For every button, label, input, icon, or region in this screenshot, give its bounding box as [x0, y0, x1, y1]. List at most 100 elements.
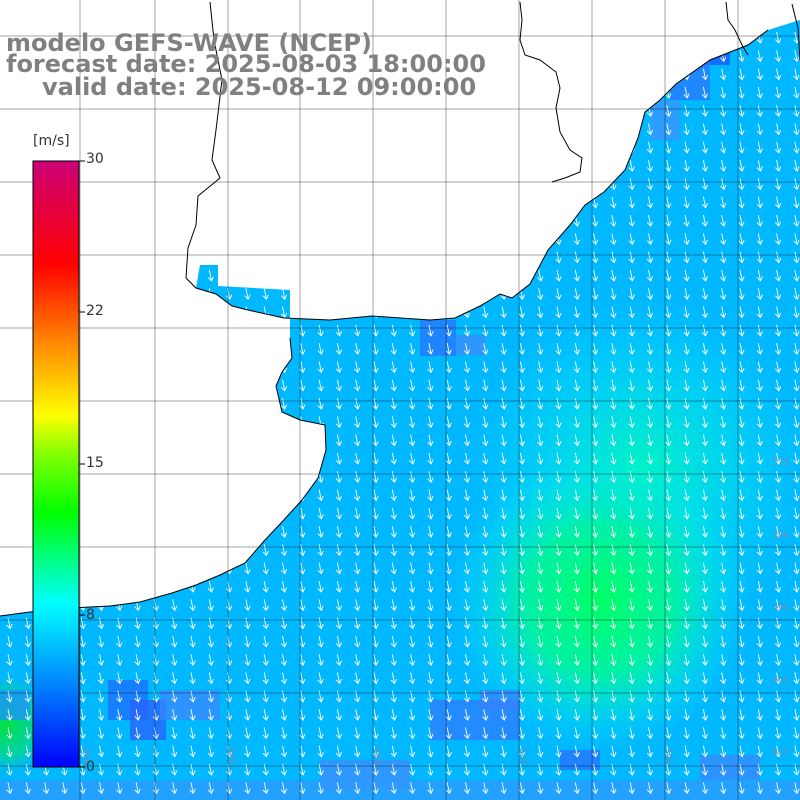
wind-arrow [24, 690, 31, 703]
wind-arrow [116, 489, 123, 502]
wind-arrow [610, 50, 617, 63]
wind-arrow [518, 379, 526, 392]
wind-arrow [372, 160, 379, 172]
wind-arrow [482, 105, 489, 117]
wind-arrow [793, 361, 800, 374]
wind-arrow [262, 178, 269, 191]
wind-arrow [207, 489, 214, 502]
wind-arrow [171, 599, 178, 612]
wind-arrow [537, 654, 544, 666]
wind-arrow [189, 416, 196, 429]
wind-arrow [408, 507, 416, 520]
wind-arrow [573, 599, 580, 612]
wind-arrow [646, 379, 654, 392]
wind-arrow [6, 416, 13, 429]
wind-arrow [463, 31, 471, 44]
wind-arrow [701, 361, 709, 374]
wind-arrow [317, 397, 324, 410]
wind-arrow [24, 306, 31, 319]
wind-arrow [79, 105, 86, 117]
wind-arrow [610, 599, 617, 612]
wind-arrow [280, 452, 288, 465]
wind-arrow [646, 526, 654, 538]
wind-arrow [482, 727, 489, 740]
wind-arrow [390, 782, 397, 795]
wind-arrow [628, 745, 635, 758]
wind-arrow [427, 617, 434, 630]
wind-arrow [171, 434, 178, 447]
wind-arrow [116, 562, 123, 575]
wind-arrow [134, 452, 141, 465]
wind-arrow [225, 544, 233, 557]
wind-arrow [720, 86, 727, 99]
wind-arrow [445, 269, 452, 282]
wind-arrow [683, 160, 690, 172]
wind-arrow [390, 617, 397, 630]
wind-arrow [665, 178, 672, 191]
wind-arrow [427, 123, 434, 136]
wind-arrow [79, 654, 86, 666]
wind-arrow [555, 709, 562, 721]
wind-arrow [555, 50, 562, 63]
wind-arrow [665, 489, 672, 502]
wind-arrow [354, 617, 361, 630]
wind-arrow [372, 434, 379, 447]
wind-arrow [573, 123, 580, 136]
wind-arrow [646, 123, 654, 136]
wind-arrow [79, 635, 86, 648]
wind-arrow [390, 196, 397, 209]
wind-arrow [628, 635, 635, 648]
wind-arrow [646, 50, 654, 63]
wind-arrow [445, 397, 452, 410]
wind-arrow [116, 160, 123, 172]
wind-arrow [116, 782, 123, 795]
wind-arrow [171, 489, 178, 502]
wind-arrow [610, 306, 617, 319]
wind-arrow [720, 324, 727, 337]
wind-arrow [701, 288, 709, 300]
wind-arrow [537, 580, 544, 593]
wind-arrow [665, 306, 672, 319]
wind-arrow [280, 562, 288, 575]
wind-arrow [280, 416, 288, 429]
wind-arrow [354, 123, 361, 136]
wind-arrow [6, 233, 13, 246]
wind-arrow [152, 672, 160, 685]
wind-arrow [610, 324, 617, 337]
wind-arrow [445, 580, 452, 593]
wind-arrow [262, 471, 269, 483]
longitude-label: 60S [83, 748, 93, 765]
wind-arrow [390, 526, 397, 538]
wind-arrow [6, 709, 13, 721]
wind-arrow [372, 690, 379, 703]
wind-arrow [97, 269, 105, 282]
wind-arrow [518, 68, 526, 81]
wind-arrow [646, 196, 654, 209]
wind-arrow [573, 86, 580, 99]
wind-arrow [372, 727, 379, 740]
wind-arrow [225, 745, 233, 758]
wind-arrow [683, 50, 690, 63]
wind-arrow [573, 690, 580, 703]
wind-arrow [97, 471, 105, 483]
wind-arrow [646, 763, 654, 776]
wind-arrow [24, 214, 31, 227]
wind-arrow [720, 141, 727, 154]
wind-arrow [6, 617, 13, 630]
wind-arrow [537, 709, 544, 721]
wind-arrow [482, 306, 489, 319]
wind-arrow [79, 434, 86, 447]
wind-arrow [262, 141, 269, 154]
wind-arrow [116, 416, 123, 429]
wind-arrow [774, 690, 782, 703]
wind-arrow [482, 361, 489, 374]
wind-arrow [500, 123, 507, 136]
wind-arrow [591, 544, 599, 557]
wind-arrow [317, 141, 324, 154]
wind-arrow [262, 489, 269, 502]
wind-arrow [720, 745, 727, 758]
wind-arrow [354, 160, 361, 172]
wind-arrow [774, 635, 782, 648]
wind-arrow [591, 745, 599, 758]
